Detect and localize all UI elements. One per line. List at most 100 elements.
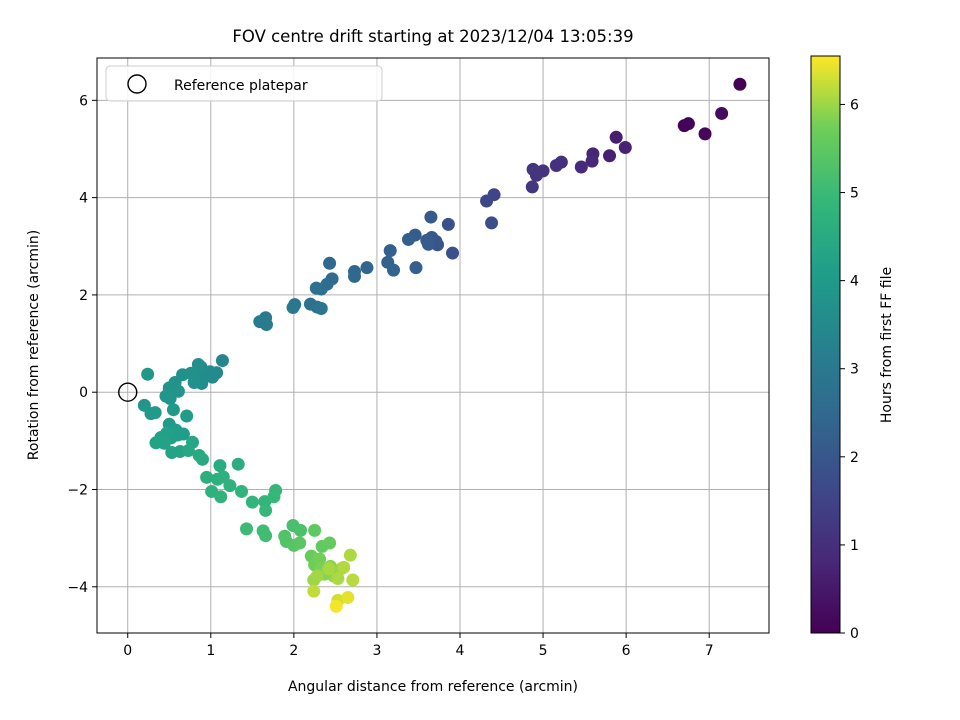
scatter-point <box>200 470 214 484</box>
scatter-point <box>148 406 162 420</box>
x-tick-label: 1 <box>206 643 215 659</box>
x-tick-label: 0 <box>123 643 132 659</box>
scatter-point <box>341 590 355 604</box>
scatter-point <box>259 529 273 543</box>
scatter-point <box>618 141 632 155</box>
scatter-point <box>314 302 328 316</box>
scatter-point <box>166 403 180 417</box>
scatter-point <box>698 127 712 141</box>
scatter-point <box>307 584 321 598</box>
colorbar-tick-label: 2 <box>850 450 859 466</box>
scatter-point <box>329 599 343 613</box>
legend: Reference platepar <box>105 65 383 102</box>
scatter-point <box>181 444 195 458</box>
scatter-point <box>549 159 563 173</box>
scatter-point <box>231 457 245 471</box>
scatter-point <box>733 77 747 91</box>
scatter-point <box>609 130 623 144</box>
x-tick-label: 4 <box>456 643 465 659</box>
y-tick-label: −4 <box>67 580 88 596</box>
colorbar-label: Hours from first FF file <box>879 267 895 423</box>
colorbar-tick-label: 3 <box>850 362 859 378</box>
scatter-point <box>331 572 345 586</box>
x-axis-ticks: 0 1 2 3 4 5 6 7 <box>123 633 714 659</box>
scatter-point <box>715 106 729 120</box>
y-tick-label: 4 <box>79 191 88 207</box>
scatter-point <box>485 216 499 230</box>
scatter-point <box>401 232 415 246</box>
scatter-point <box>348 265 362 279</box>
scatter-point <box>294 523 308 537</box>
scatter-point <box>159 389 173 403</box>
plot-frame <box>96 57 770 634</box>
scatter-point <box>308 523 322 537</box>
colorbar-tick-label: 0 <box>850 626 859 642</box>
scatter-point <box>195 452 209 466</box>
scatter-point <box>480 194 494 208</box>
scatter-point <box>346 573 360 587</box>
scatter-point <box>310 569 324 583</box>
scatter-point <box>409 261 423 275</box>
y-tick-label: 2 <box>79 288 88 304</box>
x-tick-label: 6 <box>622 643 631 659</box>
x-tick-label: 5 <box>539 643 548 659</box>
colorbar-ticks: 0 1 2 3 4 5 6 <box>840 97 859 642</box>
scatter-point <box>141 367 155 381</box>
legend-entry-label: Reference platepar <box>174 78 308 94</box>
x-tick-label: 7 <box>705 643 714 659</box>
scatter-point <box>603 149 617 163</box>
scatter-point <box>323 536 337 550</box>
colorbar-tick-label: 5 <box>850 186 859 202</box>
reference-platepar-marker <box>118 382 138 402</box>
scatter-point <box>215 354 229 368</box>
scatter-point <box>526 162 540 176</box>
y-tick-label: 0 <box>79 385 88 401</box>
x-tick-label: 2 <box>289 643 298 659</box>
scatter-point <box>383 244 397 258</box>
chart-title: FOV centre drift starting at 2023/12/04 … <box>232 27 633 46</box>
scatter-point <box>267 490 281 504</box>
scatter-point <box>240 522 254 536</box>
scatter-point <box>337 560 351 574</box>
legend-open-circle-icon <box>127 74 147 94</box>
scatter-point <box>214 490 228 504</box>
colorbar-tick-label: 4 <box>850 274 859 290</box>
scatter-point <box>191 357 205 371</box>
scatter-point <box>293 536 307 550</box>
legend-box <box>105 65 383 102</box>
scatter-point <box>574 160 588 174</box>
scatter-point <box>259 318 273 332</box>
scatter-point <box>259 503 273 517</box>
colorbar <box>810 55 841 634</box>
scatter-point <box>525 180 539 194</box>
colorbar-tick-label: 1 <box>850 538 859 554</box>
scatter-point <box>213 459 227 473</box>
scatter-point <box>360 261 374 275</box>
x-axis-label: Angular distance from reference (arcmin) <box>288 679 578 695</box>
scatter-point <box>235 484 249 498</box>
scatter-point <box>245 495 259 509</box>
scatter-point <box>420 233 434 247</box>
scatter-point <box>149 436 163 450</box>
scatter-point <box>681 117 695 131</box>
scatter-point <box>180 409 194 423</box>
scatter-point <box>585 154 599 168</box>
y-tick-label: 6 <box>79 93 88 109</box>
scatter-point <box>322 562 336 576</box>
x-tick-label: 3 <box>372 643 381 659</box>
y-axis-label: Rotation from reference (arcmin) <box>26 230 42 460</box>
scatter-point <box>286 301 300 315</box>
scatter-point <box>223 479 237 493</box>
scatter-point <box>343 548 357 562</box>
scatter-point <box>387 263 401 277</box>
data-points <box>137 77 747 613</box>
y-axis-ticks: −4 −2 0 2 4 6 <box>67 93 97 596</box>
scatter-point <box>323 256 337 270</box>
colorbar-tick-label: 6 <box>850 97 859 113</box>
scatter-point <box>446 246 460 260</box>
y-tick-label: −2 <box>67 482 88 498</box>
scatter-point <box>309 281 323 295</box>
scatter-point <box>441 217 455 231</box>
